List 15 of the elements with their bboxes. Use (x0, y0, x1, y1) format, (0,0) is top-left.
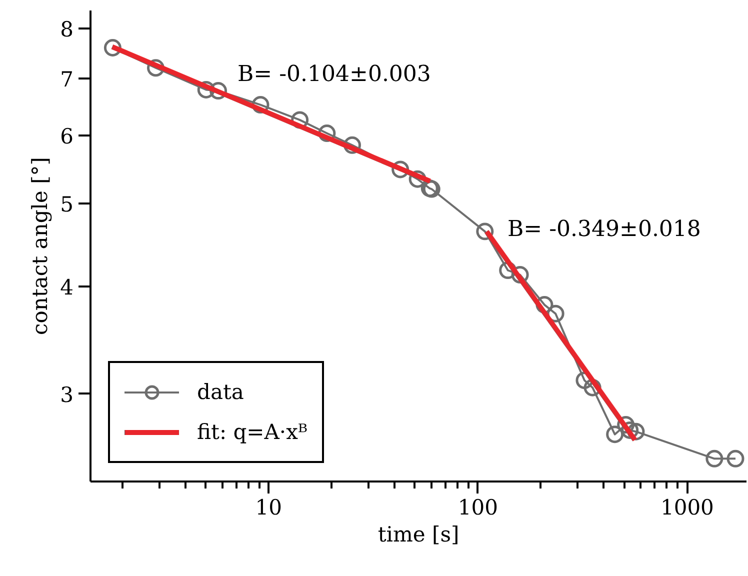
annotation: B= -0.349±0.018 (508, 217, 701, 242)
y-tick-label: 8 (60, 18, 74, 42)
y-tick-label: 6 (60, 124, 74, 149)
y-tick-label: 5 (60, 192, 74, 217)
x-tick-label: 10 (255, 496, 282, 520)
legend-label: fit: q=A·xᴮ (197, 420, 308, 444)
y-tick-label: 4 (60, 276, 74, 300)
legend-label: data (197, 380, 244, 404)
x-tick-label: 1000 (660, 496, 714, 520)
y-tick-label: 3 (60, 382, 74, 407)
annotation: B= -0.104±0.003 (238, 62, 431, 87)
x-tick-label: 100 (458, 496, 498, 520)
y-axis-title: contact angle [°] (28, 157, 52, 335)
x-axis-title: time [s] (378, 522, 460, 546)
y-tick-label: 7 (60, 67, 74, 92)
